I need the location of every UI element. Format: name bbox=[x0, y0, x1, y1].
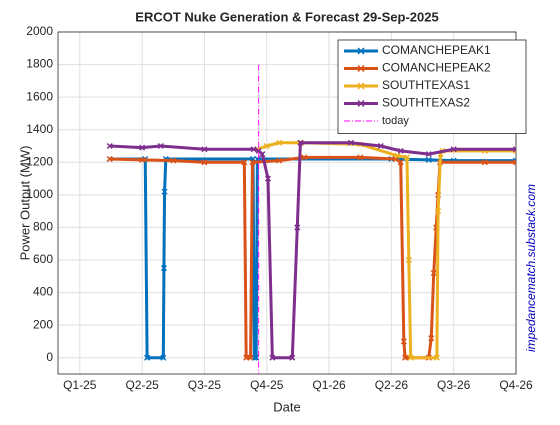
legend-marker bbox=[357, 82, 365, 90]
marker bbox=[397, 147, 404, 154]
marker bbox=[160, 265, 167, 272]
x-tick-label: Q3-26 bbox=[437, 378, 471, 392]
marker bbox=[425, 151, 432, 158]
watermark: impedancematch.substack.com bbox=[524, 184, 538, 352]
marker bbox=[106, 142, 113, 150]
y-tick-label: 0 bbox=[46, 350, 53, 364]
marker bbox=[297, 139, 304, 146]
x-axis-label: Date bbox=[273, 399, 300, 414]
marker bbox=[263, 142, 270, 150]
marker bbox=[276, 139, 283, 146]
marker bbox=[253, 354, 260, 361]
marker bbox=[249, 159, 256, 166]
marker bbox=[433, 354, 440, 361]
x-tick-label: Q3-25 bbox=[188, 378, 222, 392]
plot-area bbox=[106, 139, 516, 361]
x-tick-label: Q2-26 bbox=[375, 378, 409, 392]
marker bbox=[247, 354, 254, 361]
marker bbox=[259, 151, 266, 158]
y-axis-label: Power Output (MW) bbox=[17, 146, 32, 261]
y-tick-label: 1400 bbox=[26, 122, 53, 136]
marker bbox=[403, 154, 410, 161]
marker bbox=[425, 156, 432, 163]
marker bbox=[170, 157, 177, 164]
marker bbox=[201, 146, 208, 153]
marker bbox=[430, 269, 437, 277]
legend-marker bbox=[357, 99, 365, 108]
marker bbox=[405, 256, 412, 264]
marker bbox=[276, 157, 283, 164]
marker bbox=[106, 155, 113, 163]
x-tick-label: Q2-25 bbox=[125, 378, 159, 392]
marker bbox=[161, 188, 168, 195]
y-tick-label: 1600 bbox=[26, 89, 53, 103]
legend-label: today bbox=[382, 115, 409, 127]
marker bbox=[402, 354, 409, 361]
legend-marker bbox=[357, 64, 365, 73]
marker bbox=[289, 354, 296, 361]
y-tick-label: 400 bbox=[33, 285, 53, 299]
plot-frame bbox=[57, 31, 517, 375]
y-tick-label: 1800 bbox=[26, 57, 53, 71]
y-tick-label: 2000 bbox=[26, 24, 53, 38]
marker bbox=[357, 154, 364, 161]
marker bbox=[139, 144, 146, 151]
legend-marker bbox=[357, 47, 365, 55]
marker bbox=[450, 146, 457, 153]
legend-label: COMANCHEPEAK1 bbox=[382, 43, 491, 57]
legend-label: SOUTHTEXAS2 bbox=[382, 96, 470, 110]
marker bbox=[160, 354, 167, 361]
y-tick-label: 800 bbox=[33, 220, 53, 234]
marker bbox=[394, 152, 401, 159]
x-tick-label: Q4-25 bbox=[250, 378, 284, 392]
marker bbox=[347, 139, 354, 146]
legend-label: COMANCHEPEAK2 bbox=[382, 61, 491, 75]
marker bbox=[512, 159, 516, 166]
marker bbox=[201, 159, 208, 166]
x-tick-label: Q1-26 bbox=[312, 378, 346, 392]
marker bbox=[392, 155, 399, 163]
y-tick-label: 200 bbox=[33, 317, 53, 331]
x-tick-label: Q1-25 bbox=[63, 378, 97, 392]
marker bbox=[481, 159, 488, 166]
marker bbox=[241, 159, 248, 166]
marker bbox=[264, 175, 272, 182]
y-tick-label: 600 bbox=[33, 252, 53, 266]
marker bbox=[269, 354, 276, 361]
marker bbox=[301, 154, 308, 161]
marker bbox=[294, 224, 301, 231]
y-tick-label: 1000 bbox=[26, 187, 53, 201]
marker bbox=[407, 354, 414, 361]
marker bbox=[377, 142, 384, 150]
chart-title: ERCOT Nuke Generation & Forecast 29-Sep-… bbox=[135, 9, 438, 24]
marker bbox=[139, 156, 146, 163]
legend-label: SOUTHTEXAS1 bbox=[382, 78, 470, 92]
series-line bbox=[109, 141, 516, 360]
marker bbox=[144, 354, 151, 361]
marker bbox=[428, 335, 435, 342]
marker bbox=[435, 208, 442, 215]
marker bbox=[400, 338, 407, 345]
x-tick-label: Q4-26 bbox=[499, 378, 533, 392]
y-tick-label: 1200 bbox=[26, 154, 53, 168]
marker bbox=[397, 159, 404, 166]
marker bbox=[512, 146, 516, 153]
marker bbox=[157, 142, 164, 150]
marker bbox=[250, 146, 257, 153]
